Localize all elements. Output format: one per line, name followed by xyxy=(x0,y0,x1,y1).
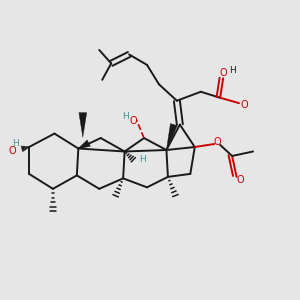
Text: H: H xyxy=(139,155,146,164)
Text: H: H xyxy=(229,66,236,75)
Text: H: H xyxy=(12,139,18,148)
Polygon shape xyxy=(167,124,177,150)
Polygon shape xyxy=(79,113,87,137)
Polygon shape xyxy=(78,140,90,148)
Text: H: H xyxy=(122,112,129,121)
Text: O: O xyxy=(8,146,16,156)
Text: O: O xyxy=(129,116,137,126)
Text: O: O xyxy=(219,68,227,78)
Text: O: O xyxy=(241,100,248,110)
Text: O: O xyxy=(213,136,221,147)
Text: O: O xyxy=(236,175,244,185)
